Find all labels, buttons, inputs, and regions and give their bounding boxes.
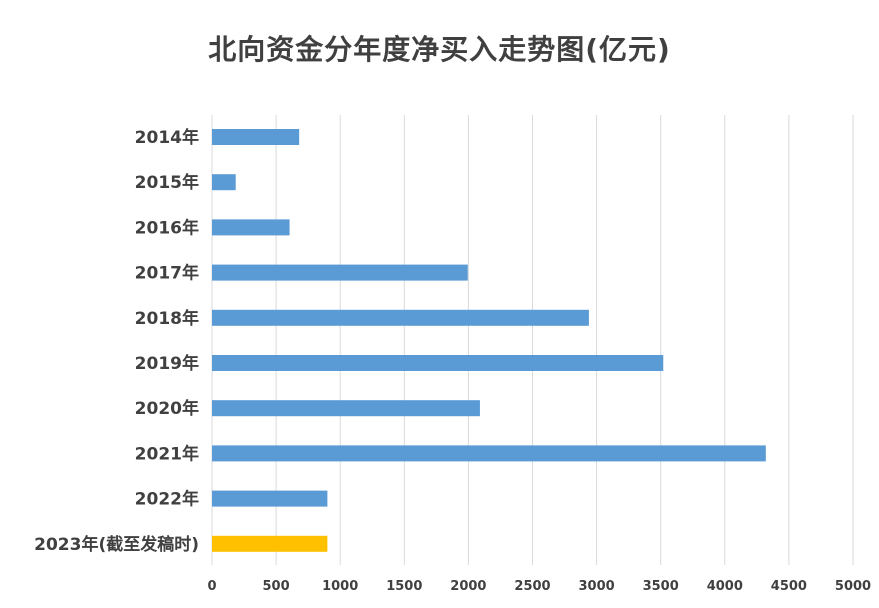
bar [212,129,300,145]
x-tick-label: 1500 [386,579,422,594]
x-tick-label: 4500 [771,579,807,594]
x-tick-label: 2500 [514,579,550,594]
chart-title: 北向资金分年度净买入走势图(亿元) [208,33,671,66]
category-label: 2021年 [135,443,199,464]
category-label: 2017年 [135,263,199,284]
bar [212,535,328,552]
bar [212,264,468,281]
category-label: 2023年(截至发稿时) [34,534,199,555]
bar [212,309,589,326]
bar [212,355,664,371]
category-label: 2022年 [135,489,199,510]
x-tick-label: 1000 [322,579,358,594]
category-label: 2018年 [135,308,199,329]
bar [212,445,766,462]
category-label: 2015年 [135,172,199,193]
x-tick-label: 3500 [643,579,679,594]
x-tick-label: 2000 [450,579,486,594]
category-label: 2014年 [135,127,199,148]
bar [212,490,328,507]
category-label: 2016年 [135,217,199,238]
category-label: 2019年 [135,353,199,374]
bar [212,219,290,236]
x-tick-label: 500 [263,579,290,594]
x-tick-label: 5000 [835,579,871,594]
x-tick-label: 3000 [579,579,615,594]
x-tick-label: 4000 [707,579,743,594]
bar [212,174,236,191]
category-label: 2020年 [135,398,199,419]
x-tick-label: 0 [207,579,216,594]
bar [212,400,480,417]
